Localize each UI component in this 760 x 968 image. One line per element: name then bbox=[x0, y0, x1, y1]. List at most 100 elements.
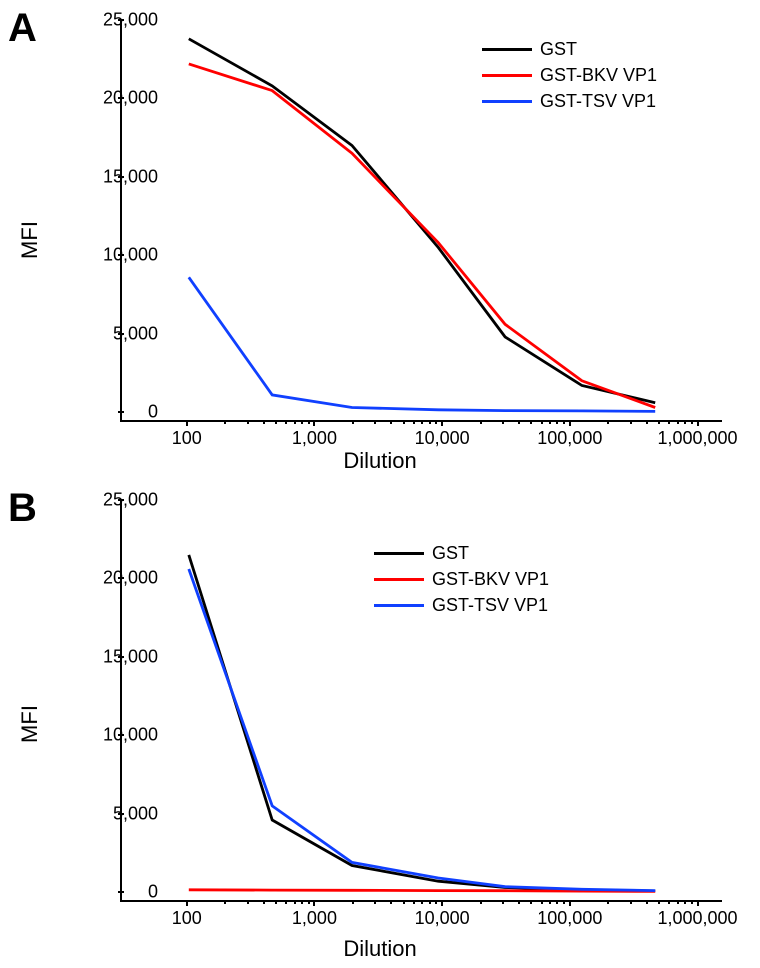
x-minor-tick-mark bbox=[285, 900, 287, 904]
panel-a-x-label: Dilution bbox=[343, 448, 416, 474]
x-minor-tick-mark bbox=[684, 420, 686, 424]
x-tick-mark bbox=[697, 900, 699, 906]
y-tick-mark bbox=[118, 813, 124, 815]
y-tick-mark bbox=[118, 176, 124, 178]
x-minor-tick-mark bbox=[530, 420, 532, 424]
legend-label: GST-BKV VP1 bbox=[540, 65, 657, 86]
legend-swatch bbox=[374, 578, 424, 581]
x-tick-label: 100,000 bbox=[537, 428, 602, 449]
x-minor-tick-mark bbox=[480, 900, 482, 904]
x-tick-label: 1,000 bbox=[292, 908, 337, 929]
x-minor-tick-mark bbox=[403, 420, 405, 424]
x-minor-tick-mark bbox=[668, 900, 670, 904]
x-minor-tick-mark bbox=[275, 900, 277, 904]
y-tick-label: 25,000 bbox=[98, 10, 158, 31]
x-minor-tick-mark bbox=[275, 420, 277, 424]
x-minor-tick-mark bbox=[421, 900, 423, 904]
y-tick-label: 15,000 bbox=[98, 646, 158, 667]
x-minor-tick-mark bbox=[390, 420, 392, 424]
y-tick-label: 0 bbox=[98, 882, 158, 903]
x-minor-tick-mark bbox=[374, 420, 376, 424]
panel-a: A GSTGST-BKV VP1GST-TSV VP1 MFI 05,00010… bbox=[0, 0, 760, 480]
x-minor-tick-mark bbox=[563, 420, 565, 424]
x-tick-label: 10,000 bbox=[415, 428, 470, 449]
x-minor-tick-mark bbox=[263, 420, 265, 424]
x-tick-mark bbox=[313, 900, 315, 906]
x-minor-tick-mark bbox=[684, 900, 686, 904]
legend-row: GST-TSV VP1 bbox=[374, 592, 549, 618]
panel-b: B GSTGST-BKV VP1GST-TSV VP1 MFI 05,00010… bbox=[0, 480, 760, 968]
legend-label: GST bbox=[432, 543, 469, 564]
x-minor-tick-mark bbox=[413, 420, 415, 424]
x-minor-tick-mark bbox=[435, 420, 437, 424]
x-minor-tick-mark bbox=[630, 900, 632, 904]
y-tick-label: 20,000 bbox=[98, 88, 158, 109]
x-tick-label: 100,000 bbox=[537, 908, 602, 929]
legend-label: GST bbox=[540, 39, 577, 60]
x-minor-tick-mark bbox=[435, 900, 437, 904]
x-minor-tick-mark bbox=[691, 420, 693, 424]
x-minor-tick-mark bbox=[549, 420, 551, 424]
x-tick-mark bbox=[441, 420, 443, 426]
x-minor-tick-mark bbox=[677, 900, 679, 904]
x-tick-label: 10,000 bbox=[415, 908, 470, 929]
y-tick-label: 25,000 bbox=[98, 490, 158, 511]
x-minor-tick-mark bbox=[502, 900, 504, 904]
y-tick-label: 15,000 bbox=[98, 166, 158, 187]
legend-row: GST bbox=[482, 36, 657, 62]
y-tick-mark bbox=[118, 656, 124, 658]
y-tick-mark bbox=[118, 734, 124, 736]
y-tick-mark bbox=[118, 499, 124, 501]
x-minor-tick-mark bbox=[630, 420, 632, 424]
x-minor-tick-mark bbox=[530, 900, 532, 904]
legend-label: GST-TSV VP1 bbox=[432, 595, 548, 616]
y-tick-label: 5,000 bbox=[98, 803, 158, 824]
y-tick-label: 0 bbox=[98, 402, 158, 423]
x-minor-tick-mark bbox=[541, 900, 543, 904]
legend-row: GST-BKV VP1 bbox=[374, 566, 549, 592]
x-minor-tick-mark bbox=[263, 900, 265, 904]
panel-a-y-label: MFI bbox=[17, 221, 43, 259]
panel-b-plot: GST GST-BKV VP1 GST-TSV VP1 bbox=[120, 500, 722, 902]
x-minor-tick-mark bbox=[563, 900, 565, 904]
x-minor-tick-mark bbox=[429, 420, 431, 424]
y-tick-mark bbox=[118, 254, 124, 256]
x-minor-tick-mark bbox=[607, 420, 609, 424]
x-tick-mark bbox=[697, 420, 699, 426]
panel-a-label: A bbox=[8, 6, 37, 51]
y-tick-mark bbox=[118, 577, 124, 579]
x-minor-tick-mark bbox=[658, 900, 660, 904]
panel-a-legend: GSTGST-BKV VP1GST-TSV VP1 bbox=[482, 36, 657, 114]
x-minor-tick-mark bbox=[691, 900, 693, 904]
x-tick-mark bbox=[569, 900, 571, 906]
x-minor-tick-mark bbox=[374, 900, 376, 904]
series-line bbox=[189, 64, 655, 408]
x-minor-tick-mark bbox=[646, 900, 648, 904]
x-minor-tick-mark bbox=[247, 420, 249, 424]
x-minor-tick-mark bbox=[301, 420, 303, 424]
x-tick-label: 100 bbox=[172, 908, 202, 929]
panel-b-label: B bbox=[8, 486, 37, 531]
x-minor-tick-mark bbox=[518, 900, 520, 904]
figure: A GST GST-BKV VP1 GST-TSV VP1 MFI 0 5,000 10… bbox=[0, 0, 760, 968]
x-minor-tick-mark bbox=[658, 420, 660, 424]
legend-row: GST bbox=[374, 540, 549, 566]
x-minor-tick-mark bbox=[541, 420, 543, 424]
x-minor-tick-mark bbox=[224, 900, 226, 904]
y-tick-mark bbox=[118, 333, 124, 335]
legend-label: GST-BKV VP1 bbox=[432, 569, 549, 590]
x-minor-tick-mark bbox=[403, 900, 405, 904]
x-minor-tick-mark bbox=[294, 420, 296, 424]
x-minor-tick-mark bbox=[480, 420, 482, 424]
x-tick-label: 1,000,000 bbox=[657, 908, 737, 929]
x-tick-mark bbox=[569, 420, 571, 426]
x-minor-tick-mark bbox=[556, 900, 558, 904]
legend-swatch bbox=[374, 604, 424, 607]
x-minor-tick-mark bbox=[646, 420, 648, 424]
x-tick-mark bbox=[186, 420, 188, 426]
series-line bbox=[189, 277, 655, 411]
x-minor-tick-mark bbox=[421, 420, 423, 424]
x-minor-tick-mark bbox=[308, 900, 310, 904]
x-minor-tick-mark bbox=[429, 900, 431, 904]
y-tick-mark bbox=[118, 891, 124, 893]
